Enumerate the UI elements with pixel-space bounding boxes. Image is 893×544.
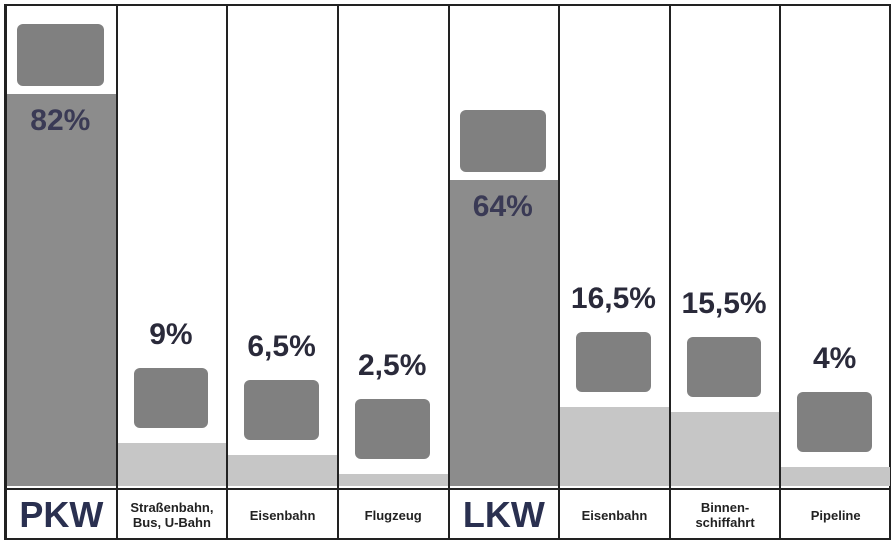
value-label: 6,5% [226,330,337,364]
column-divider [337,4,448,540]
bar [671,412,780,486]
value-label: 4% [779,342,890,376]
bar [118,443,227,486]
bar [7,94,116,486]
category-label: Flugzeug [339,488,448,540]
category-label: Eisenbahn [560,488,669,540]
vehicle-icon [576,332,651,392]
vehicle-icon [355,399,430,459]
category-label: Pipeline [781,488,890,540]
value-label: 15,5% [669,287,780,321]
category-label: PKW [7,488,116,540]
bar [560,407,669,486]
vehicle-icon [244,380,319,440]
value-label: 2,5% [337,349,448,383]
vehicle-icon [460,110,547,172]
bar [228,455,337,486]
category-label: Eisenbahn [228,488,337,540]
bar [781,467,890,486]
chart: 82% PKW 9% Straßenbahn, Bus, U-Bahn 6,5% Eise… [0,0,893,544]
value-label: 82% [5,104,116,138]
category-label: LKW [450,488,559,540]
vehicle-icon [134,368,209,428]
category-label: Binnen- schiffahrt [671,488,780,540]
value-label: 16,5% [558,282,669,316]
column-divider [779,4,890,540]
vehicle-icon [17,24,104,86]
vehicle-icon [687,337,762,397]
category-label: Straßenbahn, Bus, U-Bahn [118,488,227,540]
value-label: 64% [448,190,559,224]
bar [450,180,559,486]
bar [339,474,448,486]
value-label: 9% [116,318,227,352]
vehicle-icon [797,392,872,452]
